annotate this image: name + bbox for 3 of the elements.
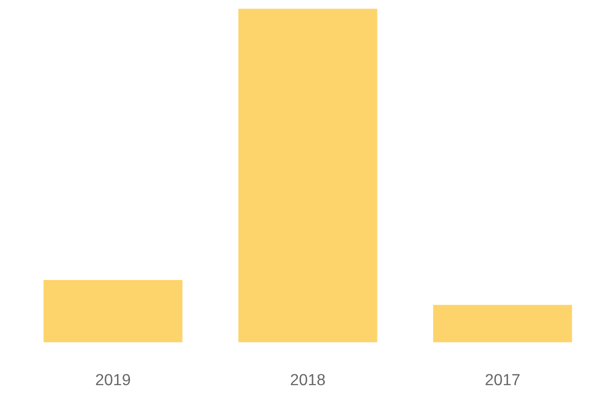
x-tick-label: 2019 xyxy=(96,374,130,386)
x-tick-label: 2017 xyxy=(486,374,520,386)
x-tick-label: 2018 xyxy=(290,374,325,386)
